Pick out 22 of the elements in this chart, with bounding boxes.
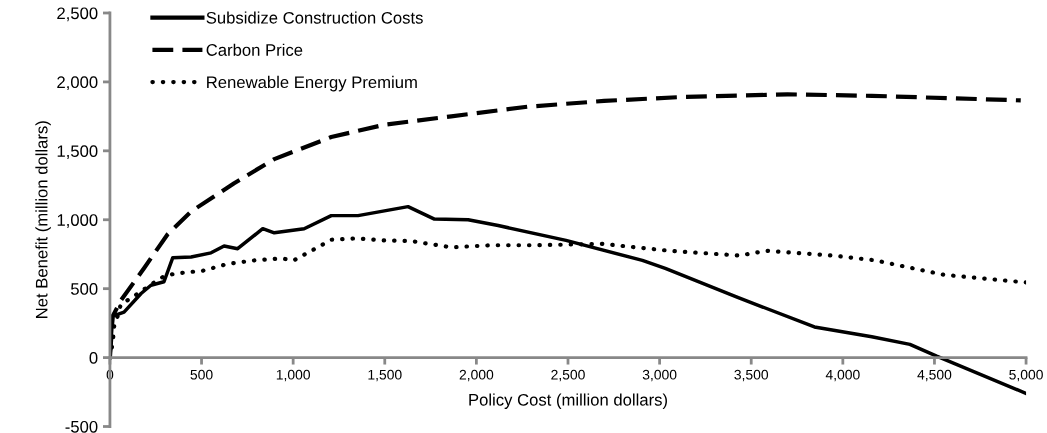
- y-tick-label: 500: [70, 283, 98, 295]
- y-tick-label: 2,500: [57, 7, 98, 22]
- x-tick-label: 3,000: [642, 369, 677, 382]
- x-tick-label: 2,000: [459, 369, 494, 382]
- x-tick-label: 5,000: [1009, 369, 1043, 382]
- legend-label: Carbon Price: [206, 43, 303, 56]
- x-axis-title: Policy Cost (million dollars): [469, 393, 667, 409]
- x-tick-label: 3,500: [734, 369, 769, 382]
- y-tick-label: -500: [65, 420, 98, 433]
- x-tick-label: 4,000: [825, 369, 860, 382]
- x-tick-label: 1,500: [368, 369, 402, 382]
- y-tick-label: 0: [89, 351, 98, 364]
- x-tick-label: 2,500: [551, 369, 585, 382]
- x-tick-label: 500: [190, 369, 213, 380]
- y-axis-title: Net Benefit (million dollars): [35, 121, 51, 318]
- y-tick-label: 2,000: [57, 76, 98, 91]
- y-tick-label: 1,000: [57, 214, 98, 228]
- y-tick-label: 1,500: [57, 145, 98, 159]
- legend-label: Subsidize Construction Costs: [206, 11, 423, 24]
- x-tick-label: 4,500: [917, 369, 952, 382]
- legend-label: Renewable Energy Premium: [207, 75, 417, 92]
- x-tick-label: 1,000: [276, 369, 310, 382]
